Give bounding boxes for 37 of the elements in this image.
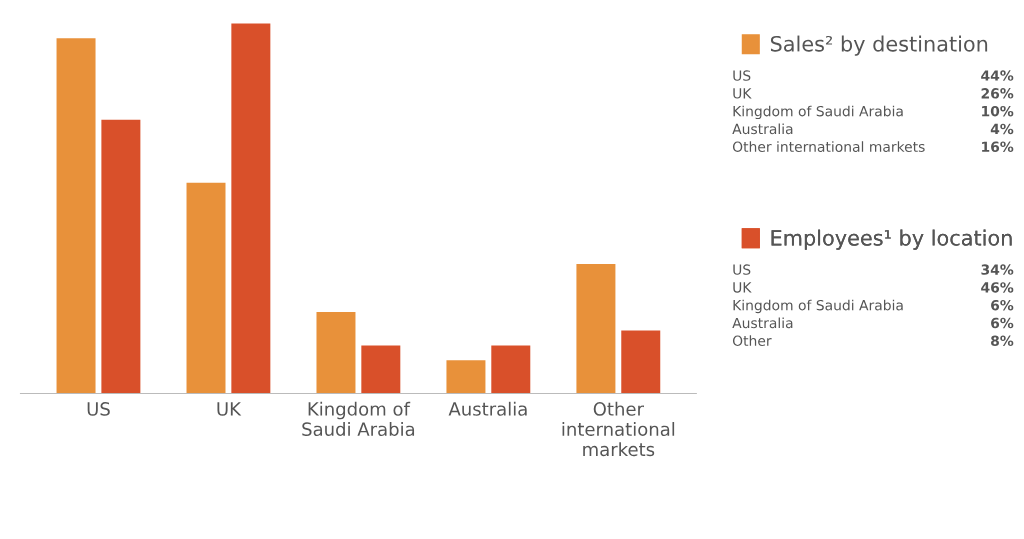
- bar: [231, 23, 271, 394]
- bar: [186, 182, 226, 394]
- bar: [101, 119, 141, 394]
- legend-label: Sales² by destination: [770, 35, 988, 56]
- bar: [316, 312, 356, 394]
- text: 26%: [981, 88, 1014, 99]
- text: UK: [733, 88, 752, 99]
- bar: [446, 360, 486, 394]
- text: 6%: [991, 299, 1014, 311]
- text: Kingdom of Saudi Arabia: [733, 299, 903, 314]
- bar: [621, 330, 661, 394]
- text: 10%: [982, 105, 1014, 117]
- text: Other: [732, 335, 772, 347]
- bar: [361, 345, 401, 394]
- text: Other international markets: [732, 141, 925, 152]
- text: Australia: [732, 123, 793, 135]
- bar: [491, 345, 531, 394]
- text: 34%: [981, 264, 1014, 275]
- x-tick-label: Other international markets: [562, 401, 675, 457]
- x-tick-label: UK: [217, 402, 242, 416]
- x-tick-label: Australia: [448, 401, 527, 416]
- text: US: [733, 70, 751, 81]
- legend-label: Employees¹ by location: [771, 229, 1012, 250]
- text: 6%: [991, 317, 1014, 329]
- bar: [576, 264, 616, 394]
- text: 44%: [981, 70, 1014, 81]
- text: 4%: [990, 123, 1014, 135]
- x-tick-label: Kingdom of Saudi Arabia: [302, 401, 415, 436]
- text: 16%: [982, 141, 1014, 152]
- bar: [56, 38, 96, 394]
- text: US: [733, 264, 751, 275]
- x-tick-label: US: [87, 402, 110, 416]
- text: 8%: [991, 335, 1014, 347]
- text: UK: [733, 282, 752, 293]
- text: Australia: [732, 317, 793, 329]
- text: 46%: [981, 282, 1014, 293]
- text: Kingdom of Saudi Arabia: [733, 105, 903, 120]
